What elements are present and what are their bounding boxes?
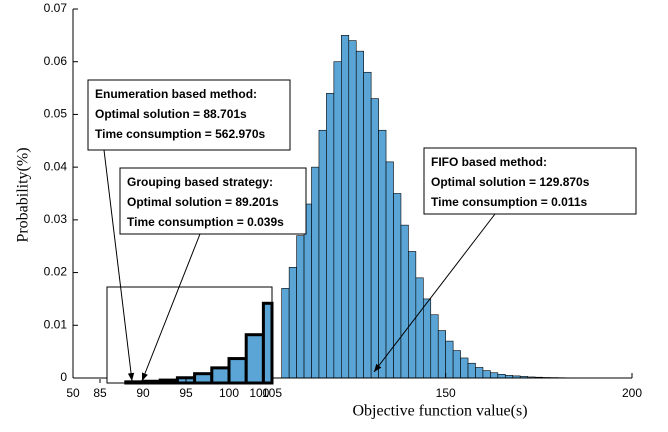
y-tick-label: 0.03 bbox=[44, 212, 68, 226]
annotation-text: Time consumption = 0.039s bbox=[127, 215, 284, 229]
bar bbox=[355, 50, 364, 379]
annotation-text: Optimal solution = 89.201s bbox=[127, 195, 279, 209]
annotation-arrow bbox=[103, 149, 135, 382]
y-tick-label: 0.01 bbox=[44, 317, 68, 331]
inset-x-tick-label: 90 bbox=[136, 386, 150, 400]
bar bbox=[141, 379, 162, 385]
annotation-text: Optimal solution = 88.701s bbox=[95, 107, 247, 121]
bar bbox=[326, 93, 335, 379]
annotation-arrow bbox=[141, 233, 201, 382]
bar bbox=[227, 357, 248, 385]
x-tick-label: 150 bbox=[436, 386, 456, 400]
annotation-arrow bbox=[373, 213, 496, 373]
bar bbox=[370, 98, 379, 379]
inset-x-tick-label: 95 bbox=[179, 386, 193, 400]
bar bbox=[348, 40, 357, 379]
bar bbox=[452, 350, 461, 379]
bar bbox=[400, 224, 409, 379]
y-tick-label: 0.02 bbox=[44, 265, 68, 279]
bar bbox=[341, 35, 350, 379]
bar bbox=[408, 251, 417, 379]
y-tick-label: 0.05 bbox=[44, 107, 68, 121]
inset-x-tick-label: 100 bbox=[219, 386, 239, 400]
y-tick-label: 0.06 bbox=[44, 54, 68, 68]
bar bbox=[124, 380, 145, 385]
bar bbox=[423, 298, 432, 379]
x-tick-label: 50 bbox=[66, 386, 80, 400]
annotation-box bbox=[87, 79, 291, 151]
inset-x-tick-label: 105 bbox=[262, 386, 282, 400]
annotation-text: Optimal solution = 129.870s bbox=[431, 175, 590, 189]
bar bbox=[288, 266, 297, 379]
bar bbox=[460, 357, 469, 379]
bar bbox=[193, 372, 214, 385]
bar bbox=[430, 314, 439, 379]
annotation-text: FIFO based method: bbox=[431, 155, 547, 169]
bar bbox=[475, 367, 484, 379]
bar bbox=[363, 71, 372, 379]
annotation-text: Time consumption = 562.970s bbox=[95, 127, 266, 141]
annotation-box bbox=[119, 167, 307, 235]
x-tick-label: 100 bbox=[249, 386, 269, 400]
bar bbox=[445, 340, 454, 379]
x-tick-label: 200 bbox=[622, 386, 642, 400]
bar bbox=[261, 301, 274, 385]
x-axis-label: Objective function value(s) bbox=[352, 403, 527, 420]
bar bbox=[497, 374, 506, 379]
bar bbox=[482, 370, 491, 379]
bar bbox=[281, 288, 290, 379]
bar bbox=[311, 166, 320, 379]
bar bbox=[415, 277, 424, 379]
bar bbox=[244, 333, 265, 385]
bar bbox=[467, 362, 476, 379]
bar bbox=[158, 378, 179, 385]
bar bbox=[393, 193, 402, 379]
y-tick-label: 0 bbox=[60, 370, 67, 384]
annotation-text: Grouping based strategy: bbox=[127, 175, 273, 189]
bar bbox=[490, 372, 499, 379]
bar bbox=[437, 330, 446, 379]
annotation-text: Enumeration based method: bbox=[95, 87, 257, 101]
annotation-box bbox=[423, 147, 637, 215]
y-tick-label: 0.07 bbox=[44, 1, 68, 15]
bar bbox=[378, 129, 387, 379]
inset-x-tick-label: 85 bbox=[93, 386, 107, 400]
y-tick-label: 0.04 bbox=[44, 159, 68, 173]
y-axis-label: Probability(%) bbox=[15, 147, 32, 242]
bar bbox=[385, 161, 394, 379]
bar bbox=[333, 61, 342, 379]
bar bbox=[318, 129, 327, 379]
annotation-text: Time consumption = 0.011s bbox=[431, 195, 587, 209]
bar bbox=[296, 235, 305, 379]
bar bbox=[210, 366, 231, 385]
